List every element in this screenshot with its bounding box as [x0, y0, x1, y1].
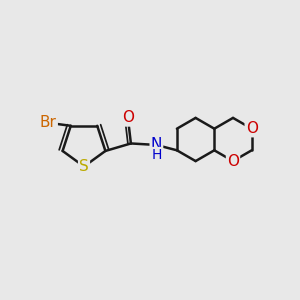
Text: N: N [151, 137, 162, 152]
Text: O: O [227, 154, 239, 169]
Text: O: O [122, 110, 134, 125]
Text: Br: Br [40, 115, 57, 130]
Text: H: H [151, 148, 162, 162]
Text: O: O [246, 121, 258, 136]
Text: S: S [79, 159, 89, 174]
